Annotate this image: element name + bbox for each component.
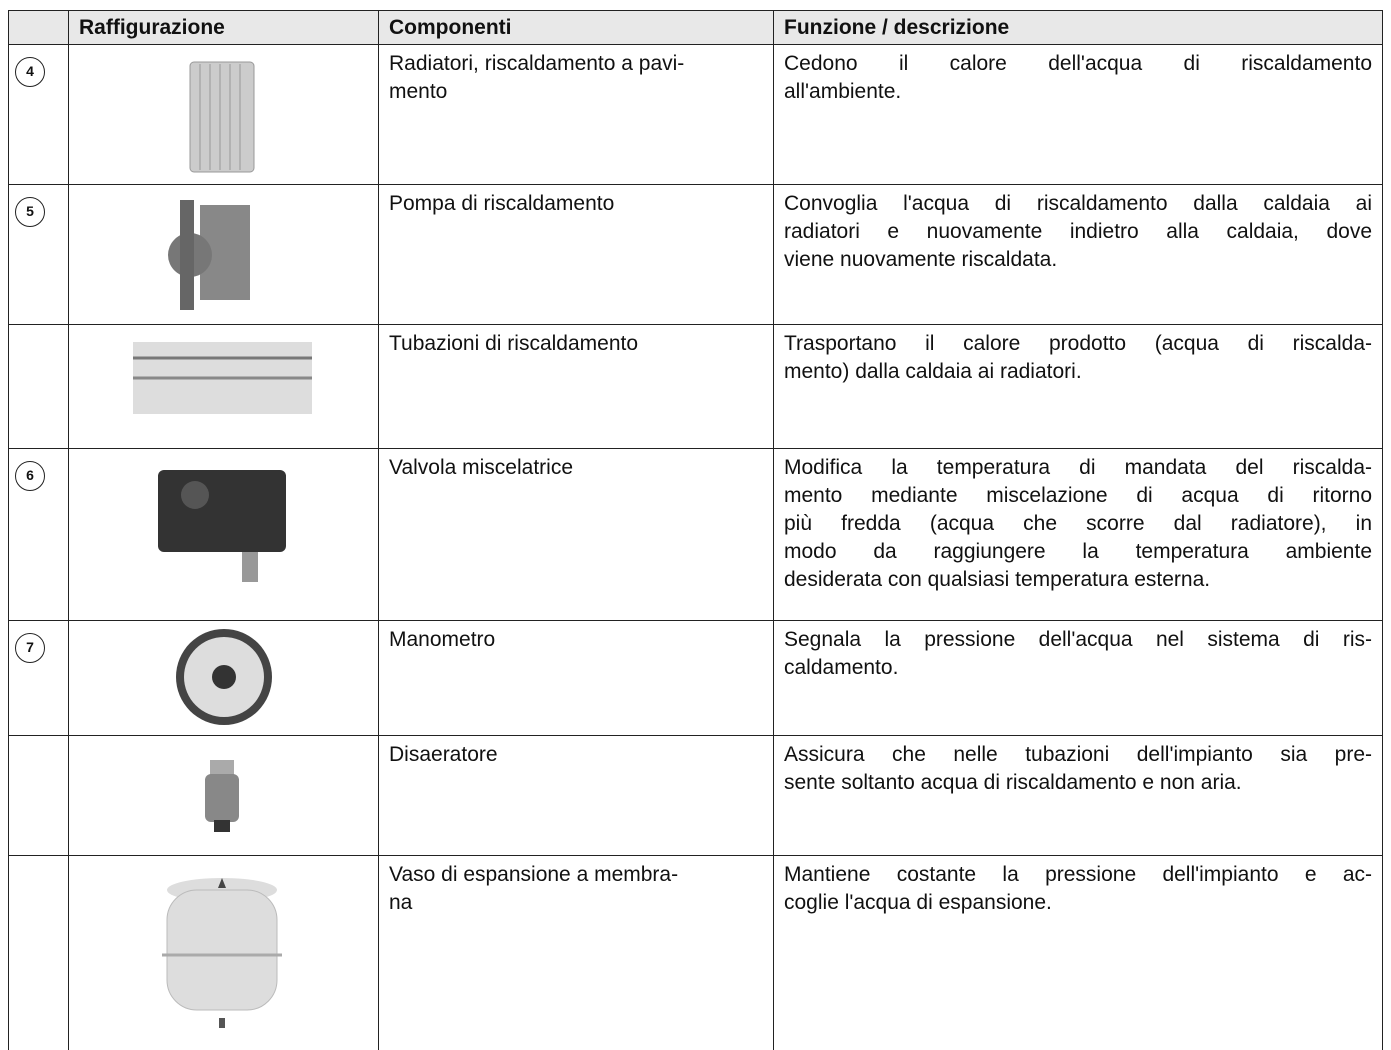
text-line: caldamento.: [784, 656, 899, 679]
text-line: più fredda (acqua che scorre dal radiato…: [784, 512, 1372, 535]
image-cell: [68, 184, 378, 324]
text-line: Manometro: [389, 628, 496, 651]
text-line: Funzione / descrizione: [784, 16, 1010, 39]
component-cell: Pompa di riscaldamento: [378, 184, 773, 324]
header-cell: Funzione / descrizione: [773, 10, 1383, 44]
deaerator-image: [205, 760, 239, 832]
component-cell: Vaso di espansione a membra-na: [378, 855, 773, 1050]
expansion-vessel-image: [162, 878, 282, 1028]
description-cell: Mantiene costante la pressione dell'impi…: [773, 855, 1383, 1050]
image-cell: [68, 735, 378, 855]
text-line: Segnala la pressione dell'acqua nel sist…: [784, 628, 1372, 651]
text-line: Disaeratore: [389, 743, 498, 766]
text-line: desiderata con qualsiasi temperatura est…: [784, 568, 1211, 591]
header-cell: Componenti: [378, 10, 773, 44]
text-line: Vaso di espansione a membra-: [389, 863, 679, 886]
image-cell: [68, 44, 378, 184]
number-cell: [8, 855, 68, 1050]
number-cell: [8, 324, 68, 448]
number-badge: 6: [15, 461, 45, 491]
text-line: mento) dalla caldaia ai radiatori.: [784, 360, 1082, 383]
text-line: Raffigurazione: [79, 16, 225, 39]
text-line: Cedono il calore dell'acqua di riscaldam…: [784, 52, 1372, 75]
number-cell: 6: [8, 448, 68, 620]
number-badge: 4: [15, 57, 45, 87]
text-line: Tubazioni di riscaldamento: [389, 332, 639, 355]
description-cell: Segnala la pressione dell'acqua nel sist…: [773, 620, 1383, 735]
number-badge: 5: [15, 197, 45, 227]
text-line: Valvola miscelatrice: [389, 456, 574, 479]
text-line: Componenti: [389, 16, 512, 39]
text-line: Assicura che nelle tubazioni dell'impian…: [784, 743, 1372, 766]
image-cell: [68, 620, 378, 735]
mixing-valve-image: [158, 470, 286, 582]
component-cell: Radiatori, riscaldamento a pavi-mento: [378, 44, 773, 184]
description-cell: Convoglia l'acqua di riscaldamento dalla…: [773, 184, 1383, 324]
number-cell: 7: [8, 620, 68, 735]
description-cell: Assicura che nelle tubazioni dell'impian…: [773, 735, 1383, 855]
text-line: Pompa di riscaldamento: [389, 192, 615, 215]
text-line: mento: [389, 80, 448, 103]
number-cell: 5: [8, 184, 68, 324]
text-line: coglie l'acqua di espansione.: [784, 891, 1052, 914]
header-cell: [8, 10, 68, 44]
component-cell: Valvola miscelatrice: [378, 448, 773, 620]
text-line: na: [389, 891, 413, 914]
text-line: viene nuovamente riscaldata.: [784, 248, 1058, 271]
image-cell: [68, 324, 378, 448]
description-cell: Trasportano il calore prodotto (acqua di…: [773, 324, 1383, 448]
image-cell: [68, 855, 378, 1050]
component-cell: Tubazioni di riscaldamento: [378, 324, 773, 448]
text-line: mento mediante miscelazione di acqua di …: [784, 484, 1372, 507]
text-line: radiatori e nuovamente indietro alla cal…: [784, 220, 1372, 243]
manometer-image: [176, 629, 272, 725]
text-line: Modifica la temperatura di mandata del r…: [784, 456, 1372, 479]
pump-image: [168, 200, 250, 310]
text-line: modo da raggiungere la temperatura ambie…: [784, 540, 1372, 563]
image-cell: [68, 448, 378, 620]
pipes-image: [133, 342, 312, 414]
component-cell: Manometro: [378, 620, 773, 735]
header-cell: Raffigurazione: [68, 10, 378, 44]
number-cell: 4: [8, 44, 68, 184]
text-line: all'ambiente.: [784, 80, 902, 103]
component-cell: Disaeratore: [378, 735, 773, 855]
description-cell: Cedono il calore dell'acqua di riscaldam…: [773, 44, 1383, 184]
description-cell: Modifica la temperatura di mandata del r…: [773, 448, 1383, 620]
text-line: Mantiene costante la pressione dell'impi…: [784, 863, 1372, 886]
text-line: Trasportano il calore prodotto (acqua di…: [784, 332, 1372, 355]
number-badge: 7: [15, 633, 45, 663]
radiator-image: [189, 61, 255, 173]
text-line: Radiatori, riscaldamento a pavi-: [389, 52, 685, 75]
text-line: Convoglia l'acqua di riscaldamento dalla…: [784, 192, 1372, 215]
text-line: sente soltanto acqua di riscaldamento e …: [784, 771, 1242, 794]
number-cell: [8, 735, 68, 855]
